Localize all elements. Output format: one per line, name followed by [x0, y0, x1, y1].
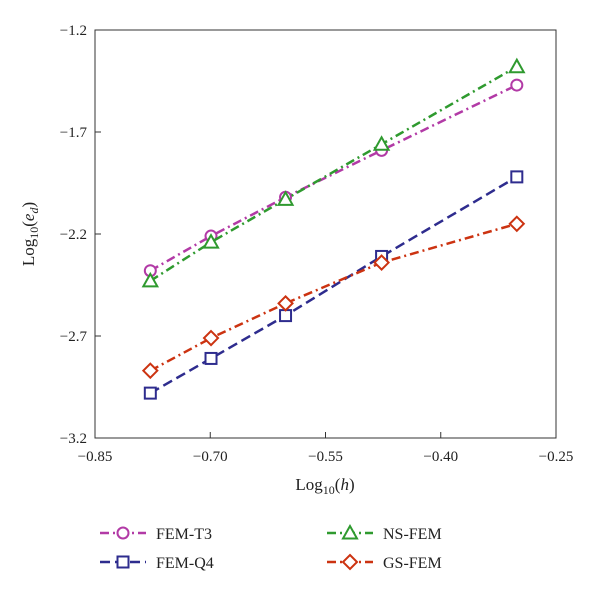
data-point-fem-t3: [510, 78, 524, 92]
data-point-gs-fem: [373, 254, 391, 271]
x-tick-label: −0.85: [78, 449, 113, 465]
y-tick-label: −1.2: [60, 23, 87, 39]
legend-item-fem-q4: FEM-Q4: [100, 555, 214, 572]
x-axis-label: Log10(h): [295, 475, 354, 497]
legend-label: GS-FEM: [383, 555, 442, 572]
data-point-ns-fem: [276, 190, 295, 206]
x-tick-label: −0.40: [423, 449, 458, 465]
series-fem-t3: [143, 78, 524, 278]
data-point-fem-q4: [204, 351, 218, 365]
legend: FEM-T3 FEM-Q4 NS-FEM GS-FEM: [100, 523, 442, 572]
series-line-fem-t3: [149, 83, 518, 272]
data-point-ns-fem: [372, 135, 391, 151]
legend-marker: [341, 523, 359, 540]
data-point-gs-fem: [508, 215, 526, 233]
data-point-gs-fem: [202, 329, 220, 347]
data-point-ns-fem: [508, 57, 526, 74]
series-ns-fem: [141, 57, 526, 288]
legend-marker: [116, 555, 130, 569]
data-point-gs-fem: [141, 362, 159, 380]
y-tick-label: −2.7: [60, 329, 88, 345]
series-line-gs-fem: [149, 222, 518, 372]
series-group: [141, 57, 526, 400]
series-line-ns-fem: [149, 65, 518, 282]
axis-ticks: −0.85 −0.70 −0.55 −0.40 −0.25 −3.2 −2.7 −2.2 −1.…: [60, 23, 574, 465]
data-point-gs-fem: [277, 294, 294, 312]
y-tick-label: −2.2: [60, 227, 87, 243]
x-tick-label: −0.55: [308, 449, 343, 465]
legend-marker: [341, 553, 359, 571]
legend-item-ns-fem: NS-FEM: [327, 523, 442, 543]
legend-marker: [116, 526, 130, 540]
series-fem-q4: [143, 170, 524, 400]
plot-frame: [94, 29, 557, 439]
legend-label: FEM-Q4: [156, 555, 214, 572]
series-gs-fem: [141, 215, 526, 380]
legend-label: FEM-T3: [156, 526, 212, 543]
legend-label: NS-FEM: [383, 526, 442, 543]
data-point-fem-q4: [143, 386, 157, 400]
x-tick-label: −0.25: [539, 449, 574, 465]
x-tick-label: −0.70: [193, 449, 228, 465]
legend-item-fem-t3: FEM-T3: [100, 526, 212, 543]
y-tick-label: −3.2: [60, 431, 87, 447]
y-tick-label: −1.7: [60, 125, 88, 141]
data-point-ns-fem: [141, 271, 160, 288]
legend-item-gs-fem: GS-FEM: [327, 553, 442, 572]
data-point-ns-fem: [202, 233, 220, 249]
data-point-fem-q4: [510, 170, 524, 184]
y-axis-label: Log10(ed): [19, 202, 41, 266]
